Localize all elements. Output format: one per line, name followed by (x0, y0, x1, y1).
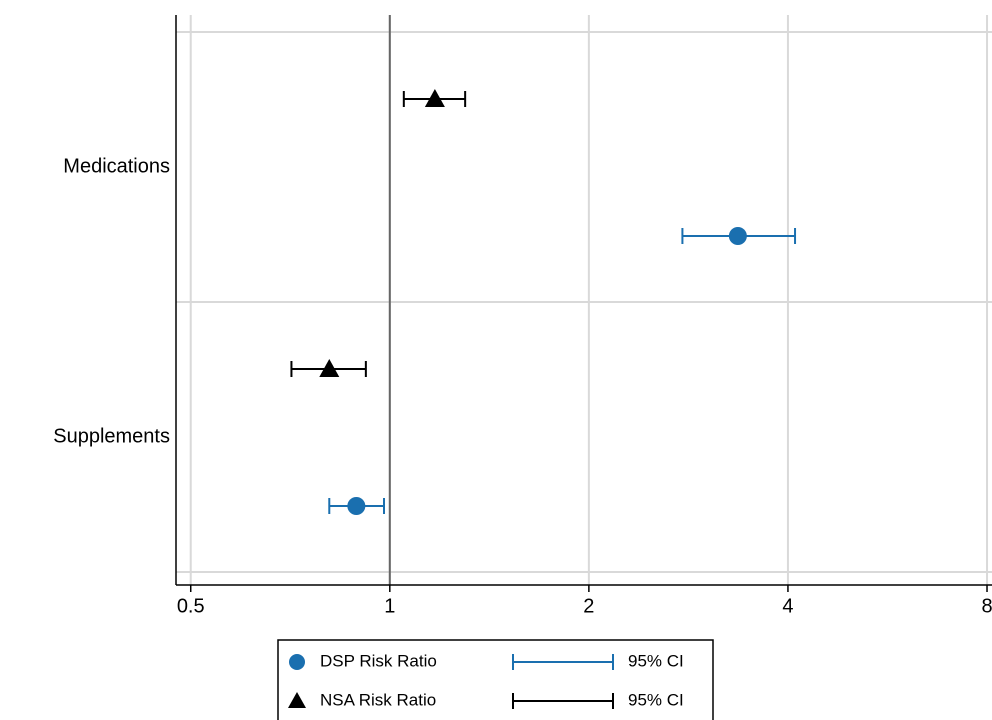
legend-label: DSP Risk Ratio (320, 651, 437, 670)
x-tick-label: 1 (384, 595, 395, 617)
legend-ci (512, 693, 614, 709)
legend-box (277, 639, 714, 720)
point (319, 359, 340, 377)
legend-label: 95% CI (628, 690, 684, 709)
y-tick-label: Supplements (53, 425, 170, 447)
legend-label: 95% CI (628, 651, 684, 670)
x-tick-label: 4 (782, 595, 793, 617)
x-tick-label: 2 (583, 595, 594, 617)
legend-label: NSA Risk Ratio (320, 690, 436, 709)
legend-marker (289, 654, 305, 670)
legend-marker (288, 692, 306, 708)
point (347, 497, 366, 515)
point (728, 227, 747, 245)
x-tick-label: 8 (981, 595, 992, 617)
y-tick-label: Medications (63, 155, 170, 177)
point (424, 89, 445, 107)
x-tick-label: 0.5 (177, 595, 205, 617)
legend-ci (512, 654, 614, 670)
